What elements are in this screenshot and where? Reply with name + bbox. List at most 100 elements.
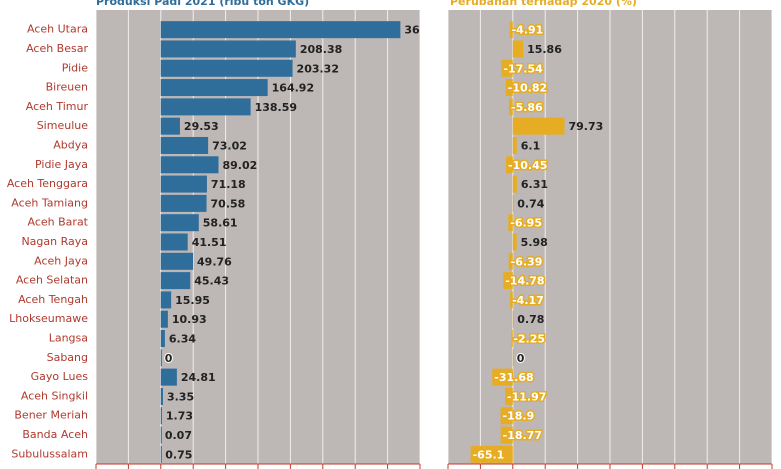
- value-label: 45.43: [194, 275, 229, 288]
- value-label: 138.59: [255, 101, 297, 114]
- bar: [160, 194, 207, 212]
- category-label: Pidie: [62, 61, 88, 74]
- bar: [512, 310, 514, 328]
- bar: [512, 40, 524, 58]
- category-label: Aceh Besar: [26, 42, 88, 55]
- bar: [160, 368, 177, 386]
- bar: [160, 349, 162, 367]
- bar: [160, 175, 207, 193]
- bar: [512, 194, 514, 212]
- bar: [160, 117, 180, 135]
- value-label: -18.9: [503, 410, 535, 423]
- panel: -4.91 15.86 -17.54 -10.82 -5.86 79.73 6.1 -10.4…: [448, 10, 772, 464]
- bar: [508, 252, 513, 270]
- value-label: 5.98: [521, 236, 548, 249]
- bar: [160, 21, 401, 39]
- bar: [512, 349, 514, 367]
- bar: [512, 233, 517, 251]
- value-label: -6.95: [510, 217, 542, 230]
- value-label: 6.34: [169, 333, 196, 346]
- bar: [160, 407, 162, 425]
- category-label: Aceh Selatan: [16, 274, 88, 287]
- value-label: -11.97: [507, 390, 546, 403]
- bar: [503, 272, 513, 290]
- bar: [160, 156, 219, 174]
- category-label: Subulussalam: [11, 447, 88, 460]
- value-label: 208.38: [300, 43, 342, 56]
- category-label: Simeulue: [37, 119, 89, 132]
- value-label: -5.86: [511, 101, 543, 114]
- value-label: -6.39: [511, 255, 543, 268]
- bar: [160, 330, 165, 348]
- bar: [505, 79, 513, 97]
- bar: [506, 156, 513, 174]
- value-label: 0.07: [165, 429, 192, 442]
- category-label: Aceh Barat: [28, 216, 89, 229]
- category-label: Aceh Tengah: [18, 293, 88, 306]
- panel: 369.7 208.38 203.32 164.92 138.59 29.53 73.02 8…: [96, 10, 439, 464]
- chart-title: Produksi Padi 2021 (ribu ton GKG): [96, 0, 309, 8]
- value-label: 15.86: [527, 43, 562, 56]
- value-label: 0.74: [517, 197, 544, 210]
- value-label: -10.82: [508, 82, 547, 95]
- category-label: Aceh Singkil: [21, 389, 88, 402]
- bar: [510, 291, 513, 309]
- value-label: 0.78: [517, 313, 544, 326]
- bar: [509, 21, 513, 39]
- value-label: -2.25: [513, 333, 545, 346]
- bar: [160, 291, 172, 309]
- value-label: 6.1: [521, 139, 541, 152]
- value-label: 70.58: [211, 197, 246, 210]
- category-label: Aceh Tenggara: [7, 177, 88, 190]
- bar: [160, 233, 188, 251]
- value-label: 164.92: [272, 82, 314, 95]
- category-label: Aceh Utara: [27, 23, 88, 36]
- bar: [512, 117, 565, 135]
- category-label: Langsa: [49, 332, 88, 345]
- bar: [160, 387, 163, 405]
- value-label: 0.75: [165, 448, 192, 461]
- bar: [492, 368, 513, 386]
- bar: [511, 330, 513, 348]
- bar: [501, 59, 513, 77]
- bar: [160, 445, 162, 463]
- value-label: 6.31: [521, 178, 548, 191]
- value-label: 71.18: [211, 178, 246, 191]
- bar: [160, 426, 162, 444]
- bar: [160, 136, 209, 154]
- bar: [500, 426, 513, 444]
- bar: [160, 272, 191, 290]
- bar: [160, 98, 251, 116]
- category-label: Aceh Timur: [26, 100, 89, 113]
- bar: [160, 79, 268, 97]
- value-label: 0: [165, 352, 173, 365]
- value-label: 1.73: [166, 410, 193, 423]
- category-label: Abdya: [53, 138, 88, 151]
- category-label: Bireuen: [46, 81, 88, 94]
- value-label: 369.7: [404, 24, 439, 37]
- category-label: Aceh Jaya: [34, 254, 88, 267]
- value-label: 15.95: [175, 294, 210, 307]
- bar: [508, 214, 513, 232]
- value-label: -17.54: [503, 62, 543, 75]
- value-label: 79.73: [568, 120, 603, 133]
- value-label: -4.17: [512, 294, 544, 307]
- value-label: -18.77: [503, 429, 542, 442]
- value-label: 24.81: [181, 371, 216, 384]
- bar: [512, 175, 517, 193]
- category-label: Banda Aceh: [22, 428, 88, 441]
- category-label: Bener Meriah: [14, 409, 88, 422]
- bar: [160, 59, 293, 77]
- bar: [160, 214, 199, 232]
- value-label: 0: [517, 352, 525, 365]
- bar: [500, 407, 513, 425]
- bar: [509, 98, 513, 116]
- value-label: 203.32: [297, 62, 339, 75]
- bar: [160, 310, 168, 328]
- value-label: 41.51: [192, 236, 227, 249]
- category-label: Aceh Tamiang: [11, 196, 88, 209]
- value-label: 89.02: [222, 159, 257, 172]
- category-label: Sabang: [47, 351, 88, 364]
- value-label: -31.68: [494, 371, 533, 384]
- value-label: 73.02: [212, 139, 247, 152]
